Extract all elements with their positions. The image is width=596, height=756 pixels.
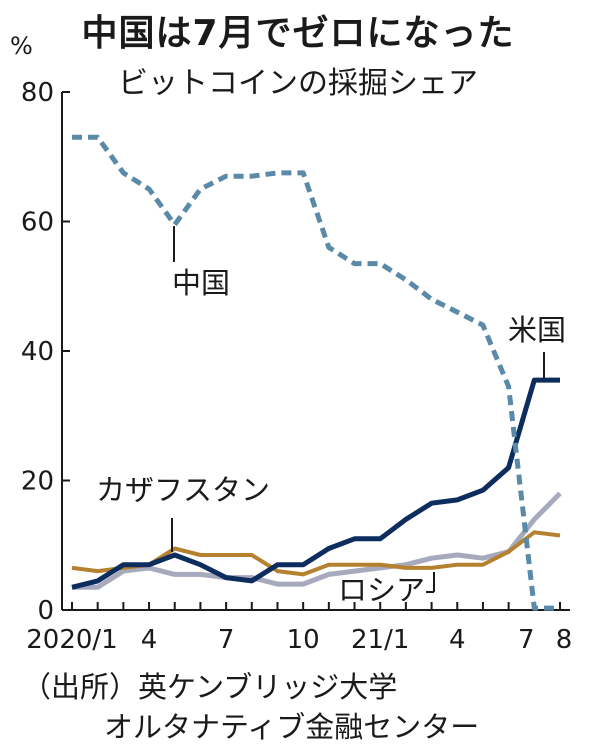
series-label-kazakhstan: カザフスタン [96,473,270,507]
y-tick-label: 40 [21,337,54,367]
x-tick-label: 2020/1 [26,625,117,655]
series-line-usa [71,377,560,590]
source-line-2: オルタナティブ金融センター [104,710,480,744]
x-tick-label: 7 [218,625,235,655]
y-tick-label: 20 [21,467,54,497]
y-tick-label: 80 [21,78,54,108]
y-tick-label: 60 [21,208,54,238]
chart-title: 中国は7月でゼロになった [81,13,515,54]
series-label-usa: 米国 [508,313,566,347]
series-label-china: 中国 [172,266,230,300]
x-tick-label: 21/1 [351,625,409,655]
x-tick-label: 4 [141,625,158,655]
label-leader-lines [171,226,545,593]
series-line-china [72,134,560,611]
x-tick-label: 10 [287,625,320,655]
series-line-russia [72,491,562,590]
chart-subtitle: ビットコインの採掘シェア [118,66,478,101]
x-tick-label: 8 [556,625,573,655]
x-tick-label: 4 [449,625,466,655]
series-layer [71,134,562,611]
x-tick-label: 7 [518,625,535,655]
source-line-1: （出所）英ケンブリッジ大学 [22,670,398,704]
y-tick-label: 0 [37,596,54,626]
series-label-russia: ロシア [338,573,425,607]
y-axis-unit: % [10,32,33,60]
